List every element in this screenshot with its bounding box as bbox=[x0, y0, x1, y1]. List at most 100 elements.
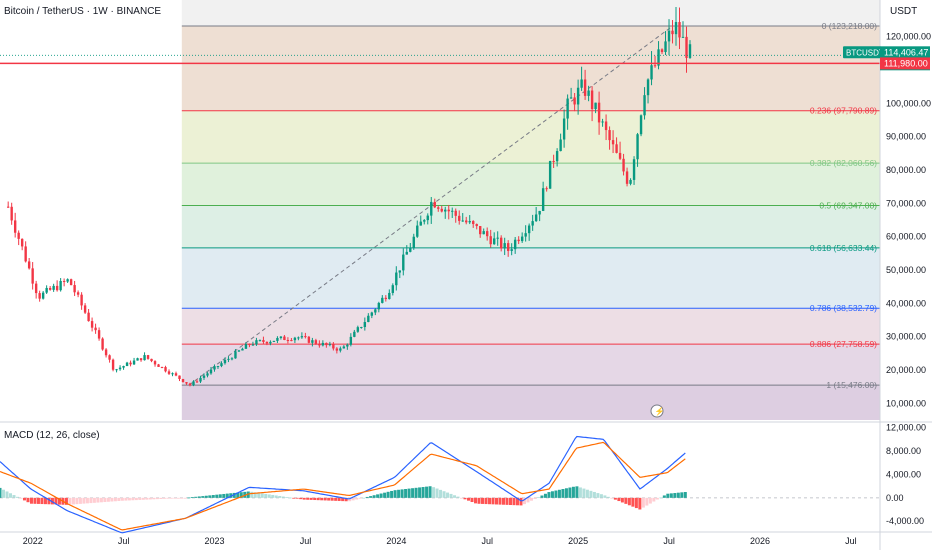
candle-body bbox=[258, 340, 262, 342]
macd-histogram-bar bbox=[606, 496, 610, 498]
candle-body bbox=[255, 340, 258, 345]
candle-body bbox=[622, 158, 625, 172]
candle-body bbox=[391, 285, 394, 293]
candle-body bbox=[611, 140, 615, 145]
macd-histogram-bar bbox=[589, 490, 593, 498]
candle-body bbox=[241, 348, 244, 351]
candle-body bbox=[608, 130, 611, 141]
candle-body bbox=[437, 207, 440, 209]
fib-band bbox=[181, 163, 880, 206]
lightning-glyph: ⚡ bbox=[655, 406, 665, 416]
macd-histogram-bar bbox=[40, 497, 44, 505]
macd-histogram-bar bbox=[390, 490, 394, 498]
candle-body bbox=[251, 344, 255, 346]
macd-histogram-bar bbox=[561, 489, 565, 498]
macd-histogram-bar bbox=[543, 493, 547, 498]
macd-histogram-bar bbox=[134, 497, 138, 501]
candle-body bbox=[510, 249, 513, 251]
currency-label[interactable]: USDT bbox=[890, 6, 918, 17]
candle-body bbox=[534, 214, 538, 222]
macd-histogram-bar bbox=[613, 497, 617, 500]
macd-histogram-bar bbox=[204, 495, 208, 498]
macd-histogram-bar bbox=[253, 492, 257, 498]
macd-histogram-bar bbox=[599, 494, 603, 498]
macd-histogram-bar bbox=[309, 497, 313, 500]
candle-body bbox=[513, 239, 517, 250]
x-tick-label: 2023 bbox=[205, 536, 225, 546]
candle-body bbox=[447, 209, 450, 212]
macd-histogram-bar bbox=[526, 497, 530, 503]
macd-histogram-bar bbox=[57, 497, 61, 505]
candle-body bbox=[153, 361, 157, 365]
y-tick-label: 20,000.00 bbox=[886, 365, 926, 375]
candle-body bbox=[433, 201, 436, 208]
candle-body bbox=[76, 292, 80, 295]
macd-histogram-bar bbox=[313, 497, 317, 501]
symbol-tag: BTCUSDT bbox=[846, 48, 884, 57]
candle-body bbox=[506, 243, 510, 251]
macd-histogram-bar bbox=[260, 493, 264, 498]
macd-histogram-bar bbox=[1, 489, 5, 498]
candle-body bbox=[496, 237, 499, 239]
macd-histogram-bar bbox=[348, 497, 352, 502]
macd-histogram-bar bbox=[638, 497, 642, 510]
candle-body bbox=[55, 285, 59, 291]
macd-histogram-bar bbox=[425, 486, 429, 498]
macd-histogram-bar bbox=[99, 497, 103, 503]
fib-band bbox=[181, 205, 880, 248]
candle-body bbox=[297, 337, 300, 339]
candle-body bbox=[461, 220, 464, 222]
candle-body bbox=[272, 340, 276, 342]
candle-body bbox=[90, 321, 94, 328]
macd-histogram-bar bbox=[351, 497, 355, 501]
macd-histogram-bar bbox=[627, 497, 631, 506]
candle-body bbox=[688, 44, 692, 58]
y-tick-label: 60,000.00 bbox=[886, 232, 926, 242]
candle-body bbox=[318, 343, 321, 346]
macd-histogram-bar bbox=[236, 492, 240, 498]
macd-histogram-bar bbox=[152, 497, 156, 500]
candle-body bbox=[374, 309, 377, 313]
fib-band bbox=[181, 0, 880, 26]
macd-histogram-bar bbox=[578, 487, 582, 498]
candle-body bbox=[587, 90, 590, 96]
candle-body bbox=[573, 97, 576, 105]
candle-body bbox=[472, 221, 475, 225]
macd-histogram-bar bbox=[386, 491, 390, 498]
candle-body bbox=[227, 358, 230, 360]
candle-body bbox=[66, 279, 69, 282]
macd-histogram-bar bbox=[515, 497, 519, 506]
candle-body bbox=[527, 225, 531, 234]
candle-body bbox=[632, 159, 636, 180]
macd-histogram-bar bbox=[655, 497, 659, 500]
macd-title: MACD (12, 26, close) bbox=[4, 430, 100, 441]
macd-histogram-bar bbox=[190, 497, 194, 498]
macd-histogram-bar bbox=[519, 497, 523, 506]
macd-histogram-bar bbox=[250, 491, 254, 498]
candle-body bbox=[104, 349, 108, 356]
candle-body bbox=[367, 315, 370, 323]
macd-histogram-bar bbox=[85, 497, 89, 504]
macd-histogram-bar bbox=[624, 497, 628, 504]
candle-body bbox=[657, 49, 660, 66]
candle-body bbox=[311, 340, 314, 343]
x-tick-label: Jul bbox=[300, 536, 312, 546]
macd-histogram-bar bbox=[592, 491, 596, 498]
candle-body bbox=[482, 231, 485, 235]
macd-histogram-bar bbox=[281, 496, 285, 498]
macd-histogram-bar bbox=[467, 497, 471, 501]
candle-body bbox=[262, 340, 265, 342]
candle-body bbox=[552, 160, 555, 162]
macd-histogram-bar bbox=[239, 492, 243, 498]
fib-label: 0.236 (97,790.89) bbox=[810, 106, 877, 116]
candle-body bbox=[678, 22, 681, 38]
candle-body bbox=[412, 236, 415, 248]
candle-body bbox=[555, 151, 559, 162]
candle-body bbox=[209, 369, 213, 374]
candle-body bbox=[125, 362, 129, 367]
macd-histogram-bar bbox=[285, 497, 289, 498]
fib-label: 1 (15,476.00) bbox=[826, 380, 877, 390]
y-tick-label: 10,000.00 bbox=[886, 398, 926, 408]
candle-body bbox=[360, 327, 363, 329]
